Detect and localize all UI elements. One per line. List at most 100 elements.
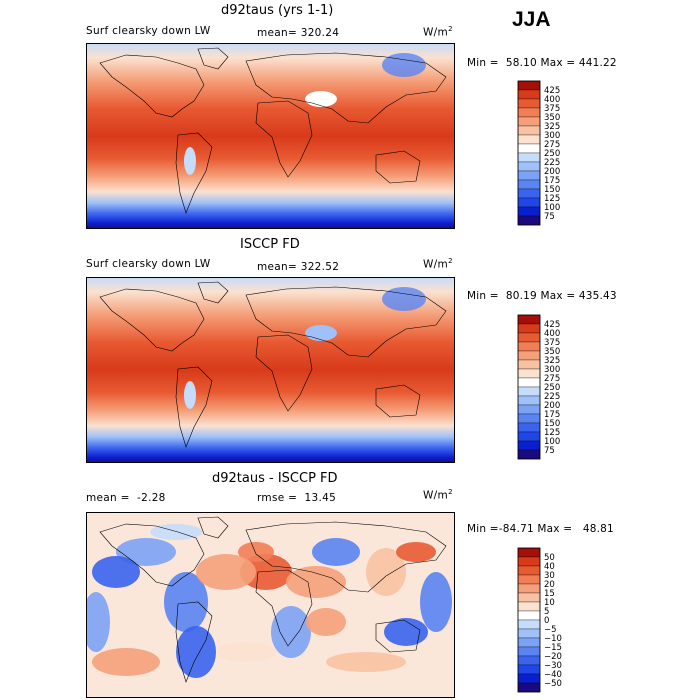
colorbar-bin	[517, 646, 541, 657]
colorbar-bin	[517, 98, 541, 109]
colorbar-bin	[517, 547, 541, 558]
colorbar-tick-label: −10	[544, 634, 562, 644]
panel-2-units: W/m2	[423, 257, 453, 271]
colorbar-bin	[517, 359, 541, 370]
panel-2-map	[86, 277, 455, 463]
colorbar-tick-label: 250	[544, 149, 560, 159]
colorbar-bin	[517, 395, 541, 406]
colorbar-tick-label: 425	[544, 86, 560, 96]
colorbar-tick-label: −50	[544, 679, 562, 689]
colorbar-tick-label: 50	[544, 553, 555, 563]
colorbar-tick-label: 375	[544, 104, 560, 114]
colorbar-tick-label: 425	[544, 320, 560, 330]
colorbar-bin	[517, 107, 541, 118]
colorbar-bin	[517, 673, 541, 684]
colorbar-tick-label: 15	[544, 589, 555, 599]
colorbar-tick-label: 125	[544, 194, 560, 204]
colorbar-bin	[517, 619, 541, 630]
colorbar-tick-label: 250	[544, 383, 560, 393]
colorbar-bin	[517, 377, 541, 388]
colorbar-bin	[517, 80, 541, 91]
colorbar-bin	[517, 368, 541, 379]
colorbar-bin	[517, 206, 541, 217]
colorbar-bin	[517, 143, 541, 154]
colorbar-bin	[517, 179, 541, 190]
colorbar-tick-label: 225	[544, 158, 560, 168]
colorbar-tick-label: −15	[544, 643, 562, 653]
colorbar-tick-label: 175	[544, 410, 560, 420]
panel-2-mean: mean= 322.52	[257, 261, 340, 273]
colorbar-bin	[517, 116, 541, 127]
colorbar-bin	[517, 565, 541, 576]
colorbar-tick-label: 40	[544, 562, 555, 572]
colorbar-tick-label: 400	[544, 95, 560, 105]
colorbar-tick-label: −5	[544, 625, 557, 635]
panel-3-rmse: rmse = 13.45	[257, 492, 337, 504]
colorbar-bin	[517, 592, 541, 603]
colorbar-tick-label: 300	[544, 131, 560, 141]
colorbar-tick-label: 5	[544, 607, 549, 617]
panel-2-colorbar: 7510012515017520022525027530032535037540…	[517, 314, 560, 460]
panel-1-title: d92taus (yrs 1-1)	[221, 3, 334, 18]
colorbar-tick-label: 125	[544, 428, 560, 438]
season-label: JJA	[512, 8, 551, 31]
colorbar-bin	[517, 601, 541, 612]
colorbar-bin	[517, 386, 541, 397]
colorbar-bin	[517, 314, 541, 325]
panel-1-minmax: Min = 58.10 Max = 441.22	[467, 57, 617, 69]
colorbar-bin	[517, 125, 541, 136]
colorbar-bin	[517, 431, 541, 442]
colorbar-bin	[517, 89, 541, 100]
colorbar-bin	[517, 134, 541, 145]
colorbar-tick-label: 20	[544, 580, 555, 590]
colorbar-tick-label: 275	[544, 374, 560, 384]
panel-3-map	[86, 512, 455, 698]
panel-1-map	[86, 43, 455, 229]
colorbar-tick-label: −20	[544, 652, 562, 662]
colorbar-tick-label: 100	[544, 203, 560, 213]
colorbar-tick-label: 225	[544, 392, 560, 402]
colorbar-bin	[517, 628, 541, 639]
colorbar-bin	[517, 664, 541, 675]
colorbar-tick-label: 375	[544, 338, 560, 348]
colorbar-bin	[517, 341, 541, 352]
colorbar-bin	[517, 637, 541, 648]
panel-2-title: ISCCP FD	[240, 237, 300, 252]
colorbar-tick-label: 350	[544, 113, 560, 123]
colorbar-bin	[517, 422, 541, 433]
colorbar-bin	[517, 323, 541, 334]
colorbar-tick-label: 30	[544, 571, 555, 581]
colorbar-tick-label: 75	[544, 446, 555, 456]
panel-3-title: d92taus - ISCCP FD	[212, 471, 338, 486]
colorbar-bin	[517, 440, 541, 451]
panel-1-mean: mean= 320.24	[257, 27, 340, 39]
colorbar-tick-label: −40	[544, 670, 562, 680]
panel-1-units: W/m2	[423, 25, 453, 39]
colorbar-bin	[517, 404, 541, 415]
panel-1-colorbar: 7510012515017520022525027530032535037540…	[517, 80, 560, 226]
colorbar-bin	[517, 655, 541, 666]
colorbar-tick-label: 175	[544, 176, 560, 186]
colorbar-tick-label: 150	[544, 185, 560, 195]
colorbar-bin	[517, 574, 541, 585]
colorbar-bin	[517, 350, 541, 361]
colorbar-tick-label: 275	[544, 140, 560, 150]
colorbar-bin	[517, 556, 541, 567]
colorbar-bin	[517, 215, 541, 226]
colorbar-tick-label: 325	[544, 122, 560, 132]
colorbar-tick-label: 10	[544, 598, 555, 608]
colorbar-bin	[517, 152, 541, 163]
colorbar-tick-label: 150	[544, 419, 560, 429]
panel-3-mean: mean = -2.28	[86, 492, 166, 504]
colorbar-bin	[517, 449, 541, 460]
colorbar-tick-label: 100	[544, 437, 560, 447]
colorbar-bin	[517, 197, 541, 208]
colorbar-tick-label: 0	[544, 616, 549, 626]
colorbar-tick-label: 400	[544, 329, 560, 339]
colorbar-tick-label: 325	[544, 356, 560, 366]
panel-3-minmax: Min =-84.71 Max = 48.81	[467, 523, 614, 535]
panel-2-variable: Surf clearsky down LW	[86, 258, 211, 270]
colorbar-tick-label: 200	[544, 401, 560, 411]
colorbar-bin	[517, 682, 541, 693]
